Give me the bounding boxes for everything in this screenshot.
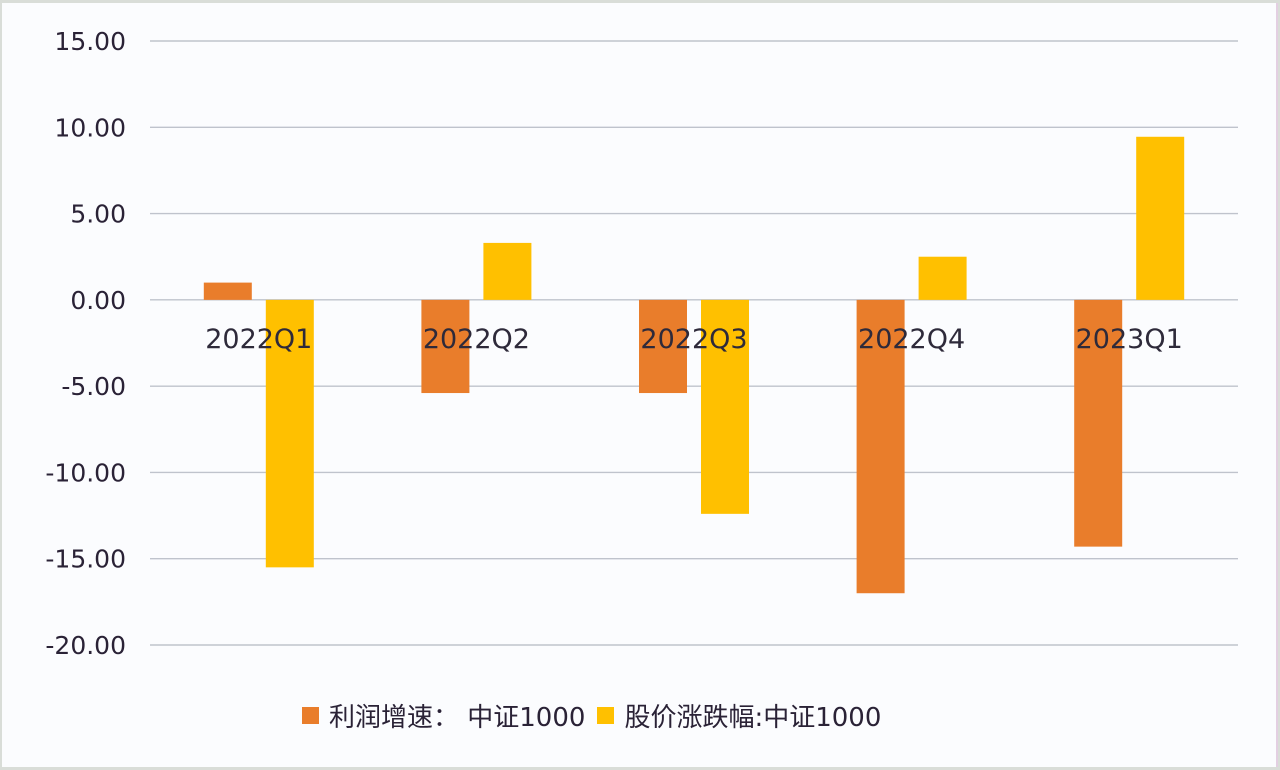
x-tick-label: 2022Q3: [640, 324, 747, 355]
y-tick-label: -5.00: [61, 372, 126, 401]
legend-label: 股价涨跌幅:中证1000: [624, 702, 882, 733]
y-tick-label: -10.00: [45, 458, 126, 487]
bar-price-change: [701, 299, 749, 514]
x-tick-label: 2022Q2: [423, 324, 530, 355]
bar-price-change: [483, 242, 532, 300]
bar-profit-growth: [1074, 299, 1123, 547]
bar-profit-growth: [639, 299, 687, 394]
x-tick-label: 2023Q1: [1076, 324, 1183, 355]
legend-swatch-yellow: [597, 706, 615, 724]
bar-profit-growth: [203, 282, 252, 300]
bars: [203, 136, 1185, 594]
x-tick-label: 2022Q1: [205, 324, 312, 355]
y-tick-label: 15.00: [54, 27, 126, 56]
legend-item-profit-growth: 利润增速： 中证1000: [302, 697, 585, 734]
bar-profit-growth: [856, 299, 905, 594]
chart-frame: 15.00 10.00 5.00 0.00 -5.00 -10.00 -15.00 -20.0…: [2, 3, 1278, 767]
x-axis-labels: 2022Q1 2022Q2 2022Q3 2022Q4 2023Q1: [205, 324, 1183, 355]
bar-profit-growth: [421, 299, 470, 394]
y-tick-label: 10.00: [54, 113, 126, 142]
legend-item-price-change: 股价涨跌幅:中证1000: [597, 697, 881, 734]
bar-price-change: [265, 299, 314, 568]
legend-label: 利润增速： 中证1000: [329, 702, 586, 733]
y-tick-label: -15.00: [45, 545, 126, 574]
x-tick-label: 2022Q4: [858, 324, 965, 355]
gridlines: [150, 40, 1238, 646]
y-tick-label: 0.00: [70, 286, 126, 315]
legend-swatch-orange: [302, 706, 319, 724]
legend: 利润增速： 中证1000 股价涨跌幅:中证1000: [302, 697, 893, 733]
y-tick-label: -20.00: [45, 631, 126, 660]
y-tick-label: 5.00: [70, 200, 126, 229]
y-axis-labels: 15.00 10.00 5.00 0.00 -5.00 -10.00 -15.00 -20.0…: [45, 27, 126, 660]
bar-price-change: [1136, 136, 1185, 300]
bar-price-change: [918, 256, 967, 300]
bar-chart: 15.00 10.00 5.00 0.00 -5.00 -10.00 -15.00 -20.0…: [45, 27, 1238, 660]
